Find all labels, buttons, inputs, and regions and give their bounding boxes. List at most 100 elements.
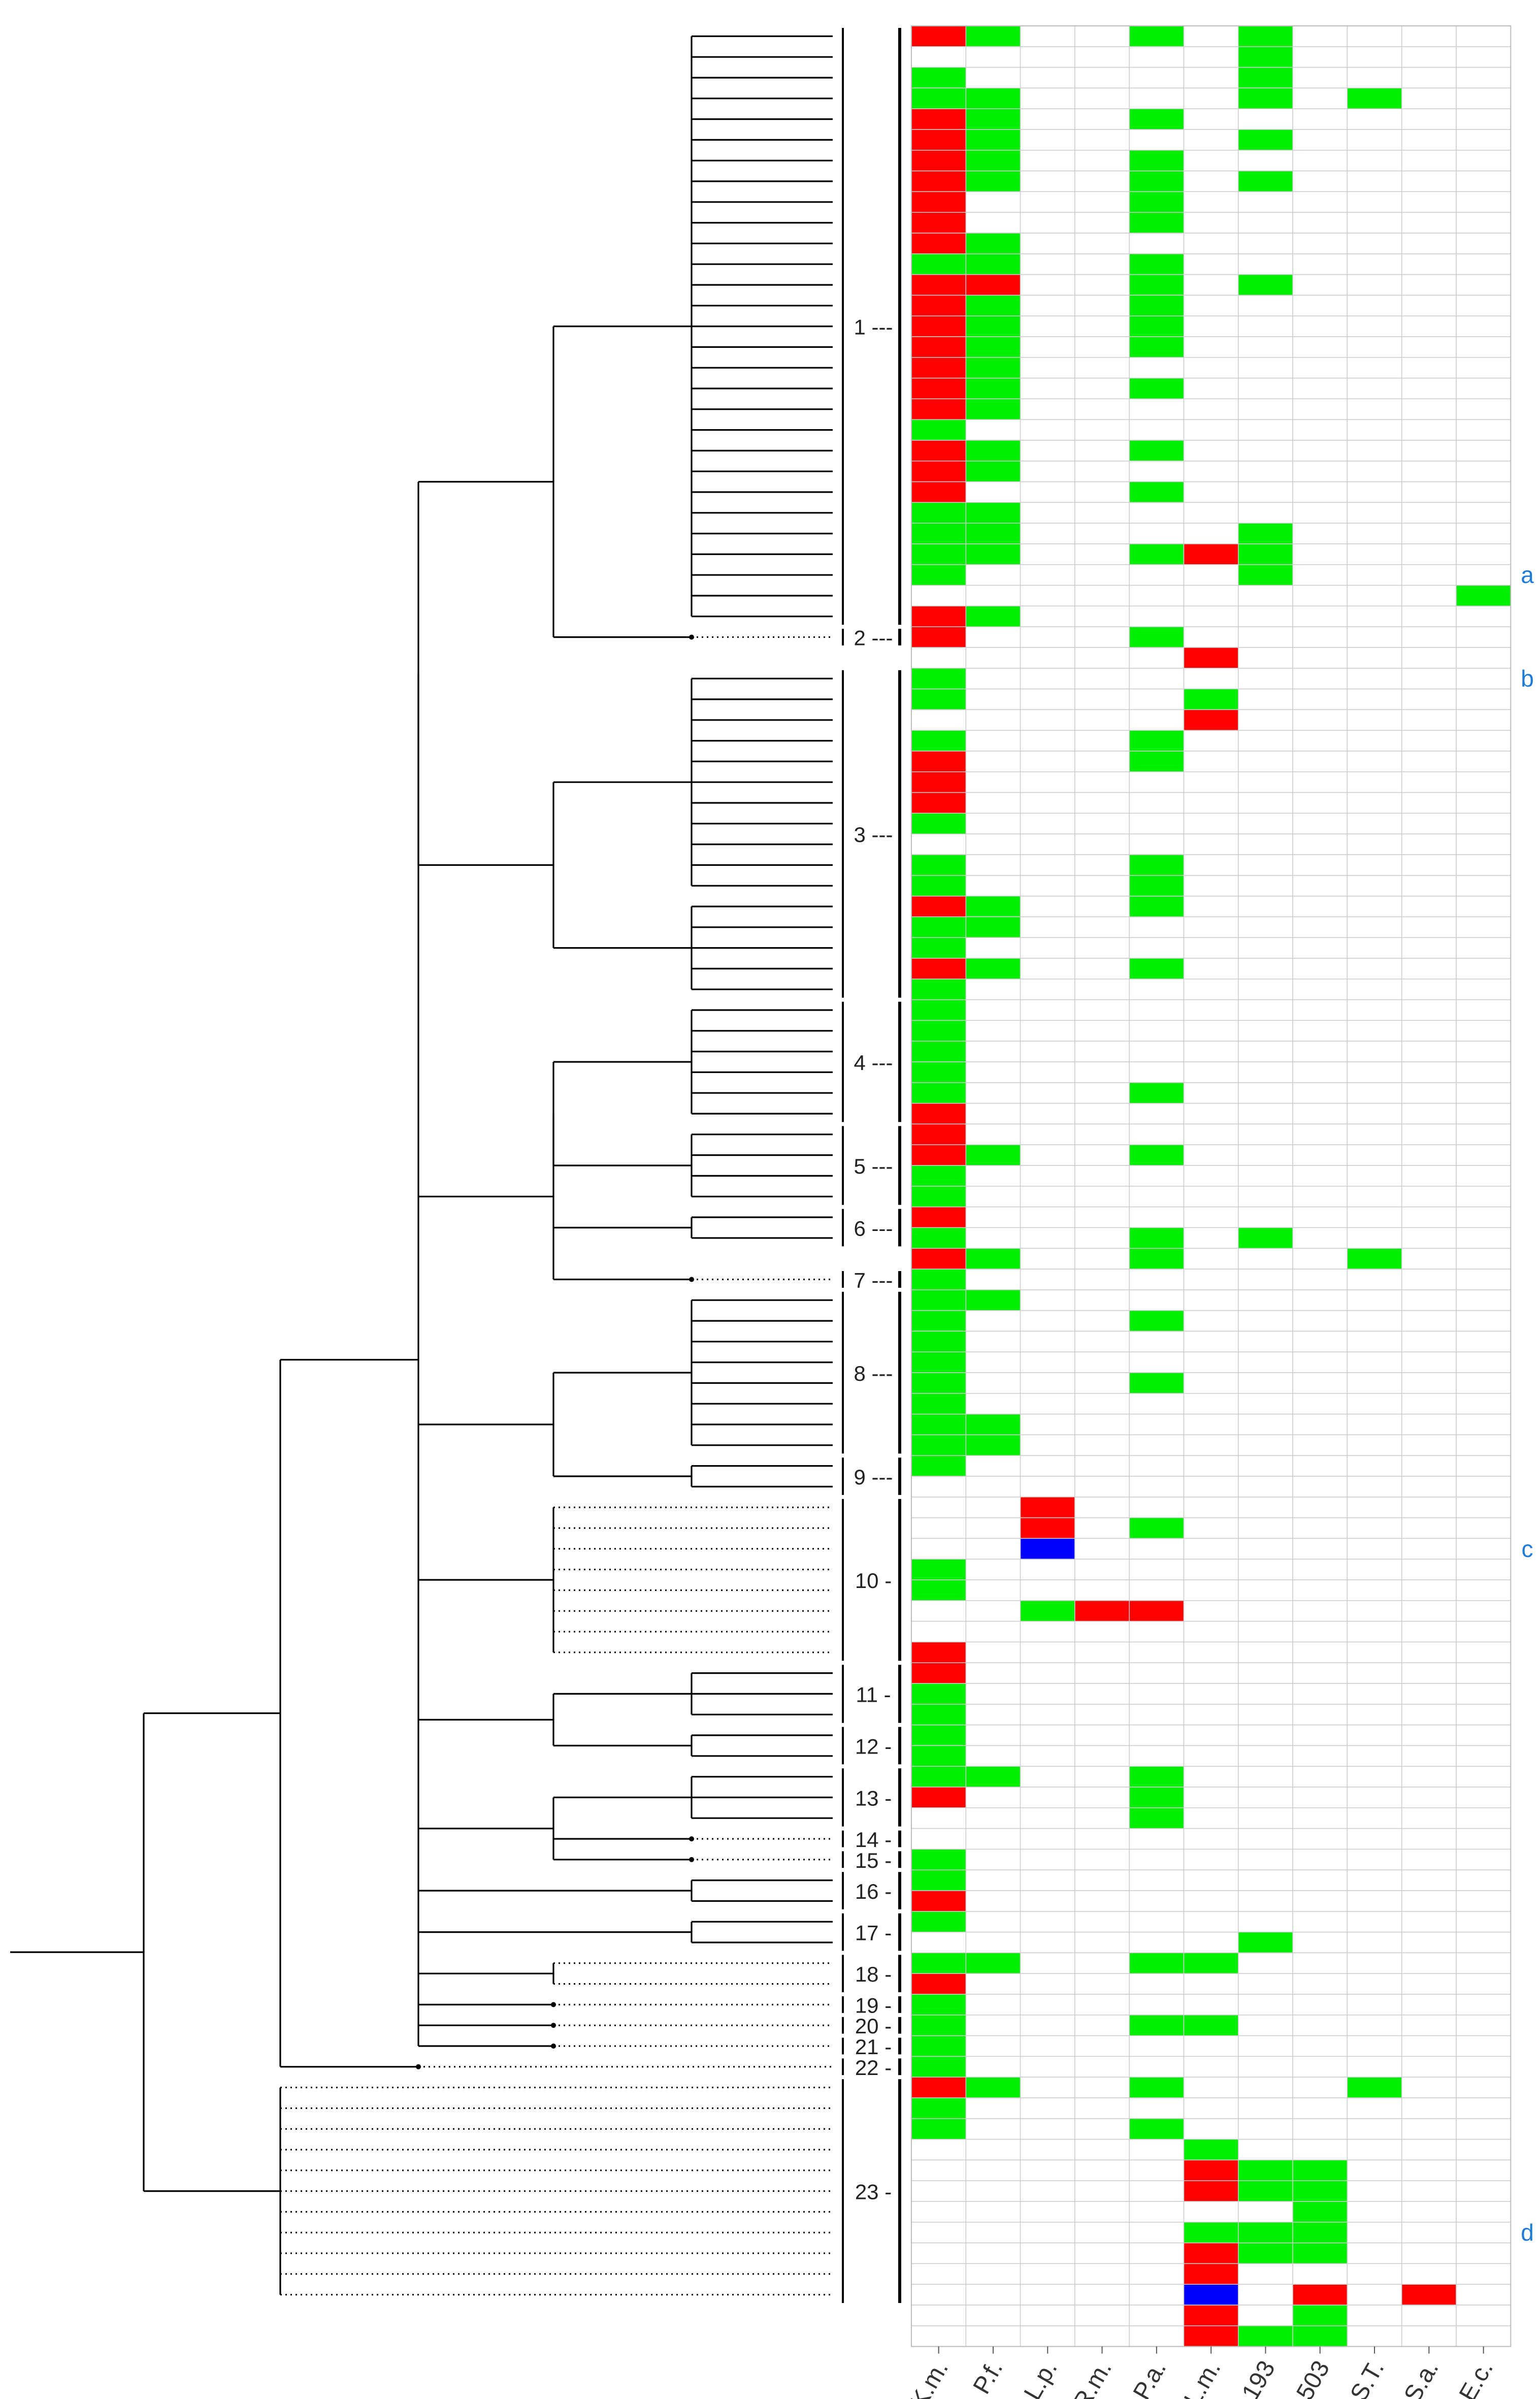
heatmap-cell (1238, 419, 1293, 441)
heatmap-cell (965, 87, 1021, 109)
heatmap-cell (1347, 1020, 1402, 1042)
heatmap-cell (1401, 1020, 1457, 1042)
heatmap-cell (1401, 502, 1457, 524)
heatmap-cell (1292, 1476, 1348, 1498)
heatmap-cell (1074, 564, 1130, 586)
heatmap-cell (1074, 398, 1130, 420)
heatmap-cell (1347, 1434, 1402, 1456)
heatmap-cell (1020, 668, 1075, 690)
heatmap-cell (1020, 1869, 1075, 1891)
heatmap-cell (965, 1890, 1021, 1912)
heatmap-cell (1456, 1724, 1512, 1746)
heatmap-cell (1238, 999, 1293, 1021)
heatmap-cell (1020, 2097, 1075, 2119)
heatmap-cell (965, 833, 1021, 855)
heatmap-cell (1074, 2263, 1130, 2285)
heatmap-cell (1074, 1497, 1130, 1518)
heatmap-cell (1183, 46, 1239, 68)
heatmap-cell (1238, 398, 1293, 420)
heatmap-cell (1401, 1559, 1457, 1580)
heatmap-cell (1238, 2201, 1293, 2223)
heatmap-cell (1292, 357, 1348, 379)
heatmap-cell (1129, 1662, 1185, 1684)
heatmap-cell (911, 523, 967, 544)
heatmap-cell (1129, 1206, 1185, 1228)
heatmap-cell (1183, 709, 1239, 731)
cluster-label: 7 --- (854, 1268, 893, 1292)
heatmap-cell (1238, 2222, 1293, 2244)
heatmap-cell (1020, 1559, 1075, 1580)
side-annotation-label: a (1521, 562, 1534, 588)
heatmap-cell (1074, 150, 1130, 172)
heatmap-cell (1183, 1641, 1239, 1663)
heatmap-cell (911, 2015, 967, 2036)
heatmap-cell (1074, 751, 1130, 772)
heatmap-cell (1347, 543, 1402, 565)
heatmap-cell (1020, 1828, 1075, 1850)
heatmap-cell (1456, 398, 1512, 420)
heatmap-cell (1238, 730, 1293, 752)
heatmap-cell (1129, 688, 1185, 710)
heatmap-cell (1183, 1248, 1239, 1270)
heatmap-cell (1238, 1517, 1293, 1539)
heatmap-cell (1292, 274, 1348, 296)
heatmap-cell (1074, 1186, 1130, 1208)
heatmap-cell (1238, 377, 1293, 400)
heatmap-cell (965, 543, 1021, 565)
heatmap-cell (1129, 1497, 1185, 1518)
heatmap-cell (1456, 1227, 1512, 1249)
heatmap-cell (1129, 1517, 1185, 1539)
heatmap-cell (1456, 1497, 1512, 1518)
heatmap-cell (1401, 1103, 1457, 1125)
heatmap-cell (1183, 1849, 1239, 1870)
heatmap-cell (965, 1807, 1021, 1829)
heatmap-cell (1456, 1849, 1512, 1870)
heatmap-cell (1129, 1683, 1185, 1705)
heatmap-cell (1401, 2201, 1457, 2223)
heatmap-cell (965, 1413, 1021, 1436)
cluster-label: 4 --- (854, 1051, 893, 1075)
heatmap-cell (965, 1641, 1021, 1663)
heatmap-cell (1456, 523, 1512, 544)
heatmap-cell (1129, 1123, 1185, 1145)
heatmap-cell (1020, 585, 1075, 607)
heatmap-cell (1292, 1724, 1348, 1746)
heatmap-cell (1183, 1455, 1239, 1477)
heatmap-cell (1074, 1579, 1130, 1601)
heatmap-cell (911, 1020, 967, 1042)
heatmap-cell (1401, 1600, 1457, 1622)
heatmap-cell (911, 751, 967, 772)
heatmap-cell (1456, 771, 1512, 793)
heatmap-cell (1238, 813, 1293, 834)
heatmap-cell (1020, 1579, 1075, 1601)
cluster-label: 5 --- (854, 1154, 893, 1178)
heatmap-cell (1074, 2015, 1130, 2036)
heatmap-cell (1129, 875, 1185, 897)
heatmap-cell (1129, 1331, 1185, 1352)
heatmap-cell (1401, 481, 1457, 503)
heatmap-cell (1020, 1123, 1075, 1145)
heatmap-cell (1183, 1952, 1239, 1974)
heatmap-cell (1129, 129, 1185, 151)
heatmap-cell (965, 1931, 1021, 1954)
heatmap-cell (1020, 1641, 1075, 1663)
heatmap-cell (1347, 2325, 1402, 2347)
heatmap-cell (1074, 1724, 1130, 1746)
heatmap-cell (1401, 2222, 1457, 2244)
heatmap-cell (965, 1911, 1021, 1933)
heatmap-cell (1238, 170, 1293, 192)
heatmap-cell (1020, 233, 1075, 254)
heatmap-cell (1183, 1704, 1239, 1726)
heatmap-cell (911, 1517, 967, 1539)
heatmap-cell (1456, 67, 1512, 89)
heatmap-cell (1347, 1704, 1402, 1726)
heatmap-cell (1347, 461, 1402, 482)
heatmap-cell (1401, 440, 1457, 462)
heatmap-cell (1401, 1538, 1457, 1560)
heatmap-cell (1183, 730, 1239, 752)
heatmap-cell (1074, 523, 1130, 544)
heatmap-cell (1456, 1869, 1512, 1891)
heatmap-cell (911, 730, 967, 752)
heatmap-cell (1129, 564, 1185, 586)
